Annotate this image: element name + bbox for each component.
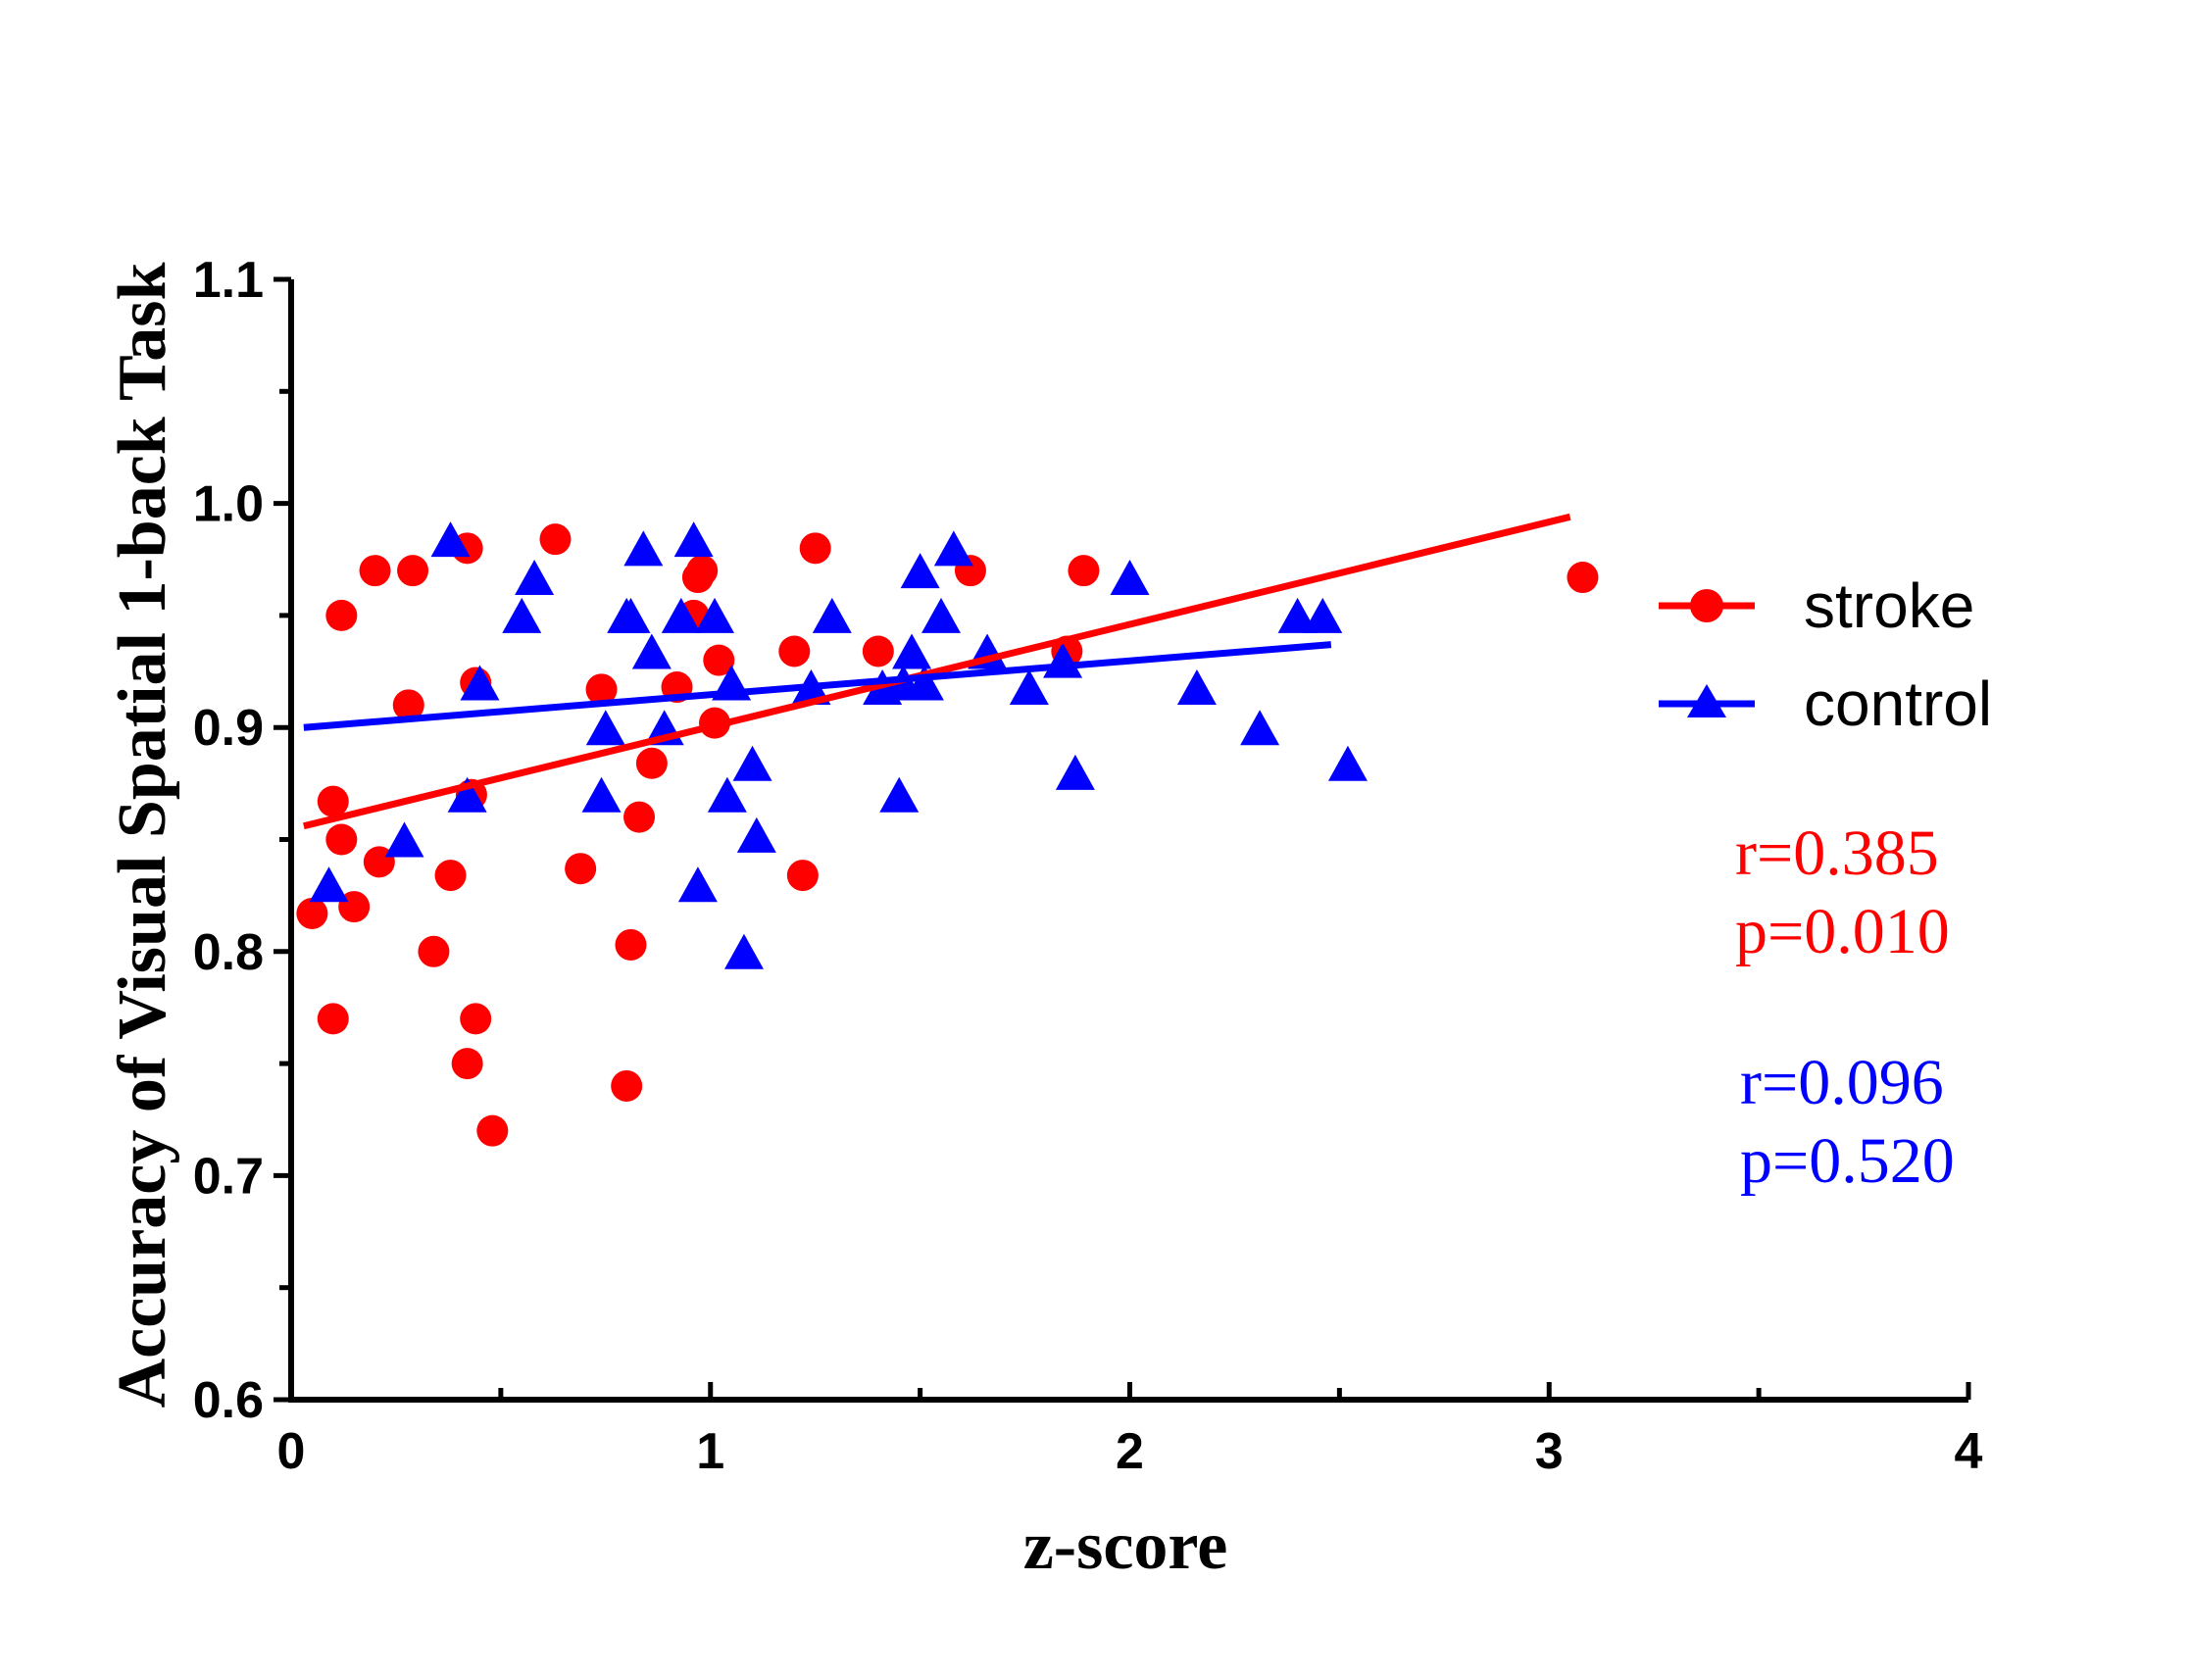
stroke-p-value: p=0.010 (1735, 896, 1950, 967)
stroke-point (476, 1114, 509, 1147)
legend-stroke-marker (1690, 589, 1723, 622)
control-point (904, 665, 944, 701)
stroke-point (317, 1003, 349, 1035)
stroke-point (460, 1003, 492, 1035)
stroke-point (623, 801, 656, 833)
ticks-group: 0.6 0.7 0.8 0.9 1.0 1.1 0 1 2 3 4 (193, 252, 1983, 1480)
stroke-point (317, 785, 349, 817)
control-point (892, 633, 932, 669)
control-point (581, 776, 622, 813)
stroke-point (703, 644, 735, 676)
stroke-point (359, 555, 391, 587)
control-point (900, 553, 940, 589)
y-axis-title: Accuracy of Visual Spatial 1-back Task (105, 263, 180, 1408)
control-point (1055, 754, 1095, 790)
control-point (1009, 669, 1049, 706)
x-tick-label: 2 (1116, 1423, 1144, 1480)
stroke-point (585, 673, 618, 706)
stroke-point (778, 635, 811, 667)
control-point (661, 597, 701, 633)
control-point (707, 776, 747, 813)
stroke-point (296, 897, 328, 929)
control-point (447, 776, 487, 813)
legend: stroke control (1659, 570, 1992, 739)
control-point (673, 521, 714, 558)
x-tick-label: 4 (1955, 1423, 1983, 1480)
control-point (515, 560, 555, 596)
stroke-point (397, 555, 429, 587)
control-point (309, 866, 349, 903)
control-point (812, 597, 852, 633)
control-point (1176, 669, 1217, 706)
x-tick-label: 1 (696, 1423, 724, 1480)
control-point (1240, 710, 1280, 746)
control-point (430, 521, 471, 558)
axes-group (288, 279, 1968, 1403)
y-tick-label: 0.6 (193, 1372, 264, 1429)
control-point (585, 710, 625, 746)
x-tick-label: 0 (277, 1423, 306, 1480)
legend-control-label: control (1804, 668, 1992, 739)
control-point (736, 816, 776, 853)
stroke-point (1068, 555, 1100, 587)
stroke-point (325, 599, 358, 631)
stroke-point (1567, 562, 1599, 594)
stroke-point (686, 555, 719, 587)
control-point (723, 933, 764, 969)
legend-stroke-label: stroke (1804, 570, 1974, 641)
control-point (1277, 597, 1318, 633)
control-point (933, 530, 973, 567)
stroke-r-value: r=0.385 (1735, 817, 1939, 889)
stroke-point (786, 860, 819, 892)
control-point (695, 597, 735, 633)
y-tick-label: 0.8 (193, 924, 264, 981)
control-point (677, 866, 718, 903)
x-axis-title: z-score (1023, 1508, 1228, 1584)
control-point (1110, 560, 1150, 596)
stroke-point (392, 689, 424, 721)
data-points-group (296, 521, 1599, 1147)
control-point (732, 745, 772, 781)
stroke-point (451, 1048, 483, 1080)
y-tick-label: 1.1 (193, 252, 264, 309)
control-point (631, 633, 672, 669)
stroke-point (434, 860, 467, 892)
control-point (921, 597, 962, 633)
stroke-point (635, 747, 668, 779)
control-point (611, 597, 651, 633)
control-point (502, 597, 542, 633)
stroke-point (615, 928, 647, 961)
control-point (384, 821, 424, 858)
stroke-point (539, 523, 572, 556)
stroke-point (325, 823, 358, 856)
stroke-point (862, 635, 894, 667)
control-r-value: r=0.096 (1740, 1047, 1944, 1118)
control-point (623, 530, 664, 567)
stroke-point (418, 935, 450, 967)
stats-annotations: r=0.385 p=0.010 r=0.096 p=0.520 (1735, 817, 1955, 1197)
control-point (1327, 745, 1368, 781)
legend-control-marker (1687, 684, 1726, 717)
control-fit-line (303, 641, 1332, 731)
control-point (460, 665, 500, 701)
control-point (1303, 597, 1343, 633)
stroke-point (611, 1069, 643, 1102)
control-p-value: p=0.520 (1740, 1125, 1955, 1197)
control-point (879, 776, 920, 813)
stroke-point (799, 532, 831, 565)
stroke-fit-line (303, 513, 1571, 830)
y-tick-label: 0.9 (193, 700, 264, 757)
y-tick-label: 0.7 (193, 1148, 264, 1205)
stroke-point (565, 853, 597, 885)
y-tick-label: 1.0 (193, 476, 264, 533)
x-tick-label: 3 (1535, 1423, 1564, 1480)
